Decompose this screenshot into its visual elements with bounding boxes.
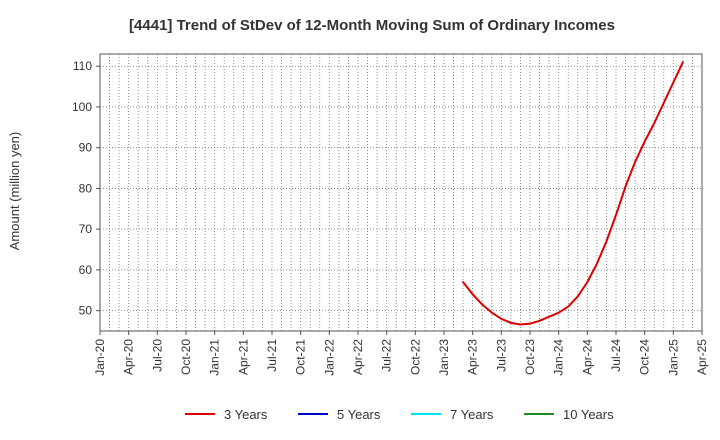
y-tick-label: 100 [72,100,92,114]
legend-label: 5 Years [337,407,381,422]
x-tick-label: Apr-24 [580,339,594,375]
x-tick-label: Oct-24 [638,339,652,375]
x-tick-label: Jul-24 [609,339,623,372]
x-tick-label: Oct-20 [179,339,193,375]
legend-label: 3 Years [224,407,268,422]
x-tick-label: Oct-21 [294,339,308,375]
x-tick-label: Jul-22 [380,339,394,372]
x-tick-label: Jan-22 [322,339,336,376]
y-axis-label: Amount (million yen) [7,132,22,251]
x-tick-label: Oct-23 [523,339,537,375]
plot-frame [99,53,703,332]
y-tick-label: 90 [79,141,93,155]
x-tick-label: Apr-20 [122,339,136,375]
y-tick-label: 110 [73,59,92,73]
x-tick-label: Apr-21 [236,339,250,375]
x-tick-label: Apr-25 [695,339,709,375]
y-tick-label: 60 [79,263,93,277]
x-axis: Jan-20 Apr-20 Jul-20 Oct-20 Jan-21 Apr-21 Jul-… [93,331,709,376]
x-tick-label: Jul-20 [150,339,164,372]
x-tick-label: Jan-20 [93,339,107,376]
x-tick-label: Jul-23 [494,339,508,372]
x-tick-label: Apr-22 [351,339,365,375]
x-tick-label: Oct-22 [408,339,422,375]
x-tick-label: Jul-21 [265,339,279,372]
x-tick-label: Jan-24 [552,339,566,376]
legend-label: 7 Years [450,407,494,422]
x-tick-label: Jan-21 [208,339,222,376]
y-tick-label: 80 [79,181,93,195]
y-tick-label: 50 [79,304,93,318]
x-tick-label: Apr-23 [466,339,480,375]
series-group [462,61,684,326]
x-tick-label: Jan-25 [666,339,680,376]
y-tick-label: 70 [79,222,93,236]
grid [100,54,702,331]
legend: 3 Years 5 Years 7 Years 10 Years [185,407,614,422]
x-tick-label: Jan-23 [437,339,451,376]
chart-title: [4441] Trend of StDev of 12-Month Moving… [129,17,615,34]
y-axis: 50 60 70 80 90 100 110 [72,59,100,318]
legend-label: 10 Years [563,407,614,422]
series-line-3-years [462,61,684,326]
